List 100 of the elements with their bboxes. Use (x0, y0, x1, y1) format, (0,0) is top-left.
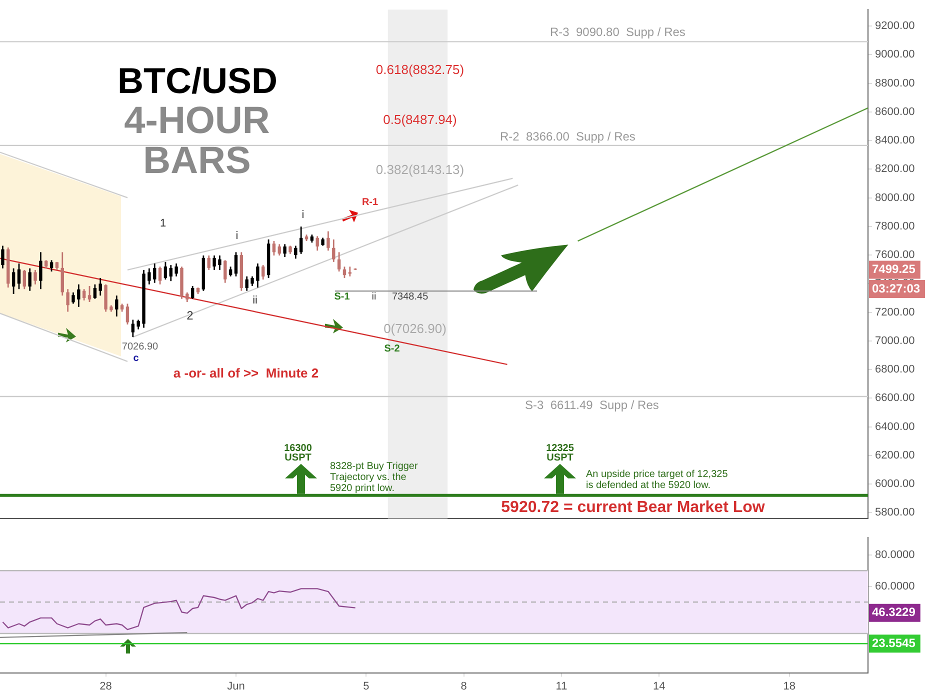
candlestick (332, 238, 336, 263)
text: 7499.25 (872, 262, 916, 276)
annotation: 0.5(8487.94) (383, 112, 457, 127)
candlestick (50, 260, 54, 272)
candlestick (234, 251, 238, 278)
candlestick (186, 292, 189, 303)
ref-line-label: 23.5545 (872, 636, 916, 650)
y-tick-label: 6000.00 (875, 478, 915, 490)
candlestick (93, 284, 97, 300)
candlestick (316, 235, 319, 252)
x-tick-label: 18 (783, 680, 796, 692)
y-tick-label: 7800.00 (875, 220, 915, 232)
annotation: i (302, 208, 304, 221)
candlestick (115, 294, 118, 318)
x-tick-label: 8 (460, 680, 467, 692)
x-tick-label: 28 (100, 680, 112, 692)
y-tick-label: 8200.00 (875, 163, 915, 176)
y-tick-label: 8400.00 (875, 134, 915, 147)
annotation: ii (372, 292, 376, 303)
text: 03:27:03 (872, 281, 920, 296)
annotation: USPT (284, 452, 312, 464)
candlestick (342, 266, 346, 279)
annotation: 8328-pt Buy Trigger Trajectory vs. the 5920 print low. (330, 461, 418, 494)
annotation: 0.618(8832.75) (376, 62, 464, 77)
y-tick-label: 7600.00 (875, 249, 915, 262)
annotation: ii (252, 294, 258, 307)
y-tick-label: 9000.00 (875, 48, 915, 61)
annotation: R-1 (362, 197, 378, 208)
x-tick-label: 11 (556, 680, 568, 692)
candlestick (250, 276, 254, 287)
y-tick-label: 7200.00 (875, 306, 915, 318)
ref-line-label: R-3 9090.80 Supp / Res (550, 25, 686, 39)
candlestick (28, 268, 32, 292)
candlestick (228, 266, 232, 278)
annotation: c (133, 353, 140, 364)
candlestick (72, 292, 75, 304)
annotation: a -or- all of >> Minute 2 (173, 365, 319, 380)
y-tick-label: 80.0000 (875, 548, 915, 561)
y-tick-label: 60.0000 (875, 580, 915, 592)
annotation: 7348.45 (392, 292, 429, 303)
candlestick (22, 269, 26, 290)
candlestick (1, 245, 4, 270)
y-tick-label: 6800.00 (875, 364, 915, 376)
annotation: 1 (160, 218, 166, 230)
ref-line-label: R-2 8366.00 Supp / Res (500, 130, 636, 144)
annotation: 0(7026.90) (384, 321, 446, 336)
y-tick-label: 5800.00 (875, 506, 915, 519)
candlestick (272, 240, 276, 256)
candlestick (131, 319, 135, 338)
x-tick-label: 5 (363, 680, 370, 692)
annotation: 2 (186, 308, 194, 322)
candlestick (66, 288, 70, 312)
y-tick-label: 6200.00 (875, 449, 915, 462)
ref-line-label: 5920.72 = current Bear Market Low (501, 498, 766, 516)
candlestick (212, 254, 216, 271)
annotation: 12325 (546, 442, 574, 454)
candlestick (82, 288, 86, 302)
y-tick-label: 8800.00 (875, 77, 915, 90)
candlestick (326, 230, 330, 252)
candlestick (262, 264, 265, 280)
ref-line-label: S-3 6611.49 Supp / Res (525, 398, 659, 412)
annotation: S-1 (334, 292, 350, 303)
y-tick-label: 7000.00 (875, 334, 915, 347)
candlestick (256, 262, 260, 288)
candlestick (174, 262, 178, 278)
candlestick (294, 245, 298, 260)
candlestick (283, 243, 286, 258)
candlestick (148, 268, 151, 286)
x-tick-label: Jun (227, 680, 245, 692)
candlestick (39, 251, 42, 290)
candlestick (98, 277, 102, 296)
candlestick (299, 226, 303, 255)
candlestick (278, 243, 281, 256)
annotation: 16300 (284, 442, 312, 454)
candlestick (158, 266, 162, 286)
y-tick-label: 6400.00 (875, 420, 915, 433)
candlestick (164, 261, 168, 280)
annotation: i (236, 230, 238, 242)
annotation: An upside price target of 12,325 is defended at the 5920 low. (586, 468, 728, 491)
candlestick (77, 284, 80, 308)
annotation: S-2 (384, 344, 400, 355)
y-tick-label: 9200.00 (875, 20, 915, 32)
candlestick (207, 254, 210, 271)
x-tick-label: 14 (653, 680, 666, 692)
candlestick (136, 319, 140, 330)
candlestick (190, 285, 194, 300)
annotation: 0.382(8143.13) (376, 162, 464, 178)
candlestick (12, 268, 16, 295)
y-tick-label: 8600.00 (875, 106, 915, 118)
annotation: USPT (546, 452, 574, 464)
text: 46.3229 (872, 605, 916, 620)
candlestick (224, 260, 227, 284)
candlestick (34, 269, 37, 286)
y-tick-label: 6600.00 (875, 392, 915, 404)
candlestick (17, 262, 21, 290)
candlestick (153, 262, 156, 284)
candlestick (88, 285, 92, 303)
candlestick (218, 254, 222, 271)
text: 4-HOUR BARS (123, 100, 271, 182)
candlestick (348, 266, 352, 278)
